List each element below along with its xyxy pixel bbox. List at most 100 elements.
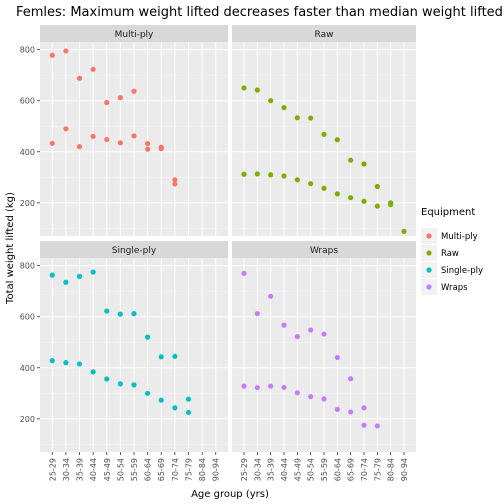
- legend-key-dot: [426, 284, 432, 290]
- data-point: [374, 423, 380, 429]
- data-point: [172, 181, 178, 187]
- data-point: [348, 157, 354, 163]
- facet-strip: [232, 25, 416, 42]
- data-point: [241, 383, 247, 389]
- data-point: [348, 376, 354, 382]
- data-point: [63, 48, 69, 54]
- data-point: [49, 52, 55, 58]
- facet-strip: [232, 241, 416, 258]
- x-tick-label: 70-74: [360, 458, 369, 481]
- data-point: [294, 390, 300, 396]
- x-tick-label: 55-59: [320, 458, 329, 481]
- data-point: [145, 390, 151, 396]
- data-point: [321, 396, 327, 402]
- legend-label: Single-ply: [441, 266, 483, 276]
- data-point: [348, 195, 354, 201]
- data-point: [49, 358, 55, 364]
- data-point: [90, 269, 96, 275]
- x-tick-label: 45-49: [103, 458, 112, 481]
- x-tick-label: 45-49: [293, 458, 302, 481]
- data-point: [63, 360, 69, 366]
- facet-panel-single-ply: Single-ply: [40, 241, 228, 452]
- facet-strip: [40, 25, 228, 42]
- y-axis: 200 400 600 800 200 400 600 800: [20, 46, 40, 424]
- x-tick-label: 70-74: [171, 458, 180, 481]
- data-point: [145, 140, 151, 147]
- data-point: [254, 311, 260, 317]
- data-point: [172, 405, 178, 411]
- data-point: [361, 422, 367, 428]
- x-tick-label: 50-54: [307, 458, 316, 481]
- data-point: [361, 198, 367, 204]
- data-point: [268, 293, 274, 299]
- x-tick-label: 80-84: [198, 458, 207, 481]
- data-point: [172, 353, 178, 359]
- facet-strip-label: Wraps: [310, 246, 338, 256]
- legend-title: Equipment: [421, 207, 475, 218]
- data-point: [131, 382, 137, 388]
- x-axis: 25-29 30-34 35-39 40-44 45-49 50-54 55-59 60-64…: [48, 452, 409, 481]
- x-tick-label: 80-84: [387, 458, 396, 481]
- data-point: [117, 311, 123, 317]
- x-tick-label: 90-94: [212, 458, 221, 481]
- y-axis-title: Total weight lifted (kg): [5, 192, 16, 305]
- legend-label: Raw: [441, 249, 459, 259]
- y-tick-label: 400: [20, 148, 35, 157]
- y-tick-label: 600: [20, 97, 35, 106]
- data-point: [117, 381, 123, 387]
- x-axis-title: Age group (yrs): [191, 489, 269, 500]
- chart-title: Femles: Maximum weight lifted decreases …: [16, 5, 503, 20]
- data-point: [76, 273, 83, 279]
- y-tick-label: 200: [20, 199, 35, 208]
- data-point: [268, 98, 274, 104]
- data-point: [308, 394, 314, 400]
- data-point: [374, 183, 380, 190]
- data-point: [361, 161, 367, 167]
- data-point: [321, 131, 327, 138]
- y-tick-label: 800: [20, 262, 35, 271]
- x-tick-label: 50-54: [116, 458, 125, 481]
- data-point: [185, 409, 192, 416]
- data-point: [131, 88, 137, 94]
- data-point: [294, 115, 300, 121]
- data-point: [254, 171, 260, 177]
- data-point: [321, 185, 327, 191]
- data-point: [76, 361, 83, 367]
- legend-label: Wraps: [441, 283, 468, 293]
- facet-strip: [40, 241, 228, 258]
- data-point: [158, 397, 164, 403]
- data-point: [158, 146, 164, 152]
- data-point: [117, 95, 123, 101]
- data-point: [104, 136, 110, 143]
- data-point: [268, 172, 274, 178]
- data-point: [76, 144, 83, 150]
- facet-panel-wraps: Wraps: [232, 241, 416, 452]
- facet-strip-label: Single-ply: [112, 246, 157, 256]
- data-point: [76, 75, 83, 81]
- y-tick-label: 200: [20, 415, 35, 424]
- data-point: [374, 203, 380, 209]
- data-point: [104, 308, 110, 314]
- x-tick-label: 35-39: [267, 458, 276, 481]
- facet-panels: Multi-ply Raw Single-ply Wraps: [40, 25, 416, 452]
- x-tick-label: 25-29: [48, 458, 57, 481]
- x-tick-label: 55-59: [130, 458, 139, 481]
- data-point: [145, 334, 151, 340]
- data-point: [308, 115, 314, 121]
- data-point: [185, 396, 192, 402]
- data-point: [63, 126, 69, 132]
- x-tick-label: 75-79: [184, 458, 193, 481]
- x-tick-label: 40-44: [280, 458, 289, 481]
- data-point: [361, 405, 367, 411]
- data-point: [334, 406, 340, 412]
- data-point: [90, 133, 96, 140]
- data-point: [308, 327, 314, 333]
- x-tick-label: 65-69: [347, 458, 356, 481]
- x-tick-label: 65-69: [157, 458, 166, 481]
- data-point: [254, 87, 260, 93]
- legend-label: Multi-ply: [441, 232, 478, 242]
- facet-panel-raw: Raw: [232, 25, 416, 236]
- data-point: [63, 279, 69, 285]
- facet-panel-multi-ply: Multi-ply: [40, 25, 228, 236]
- data-point: [321, 331, 327, 337]
